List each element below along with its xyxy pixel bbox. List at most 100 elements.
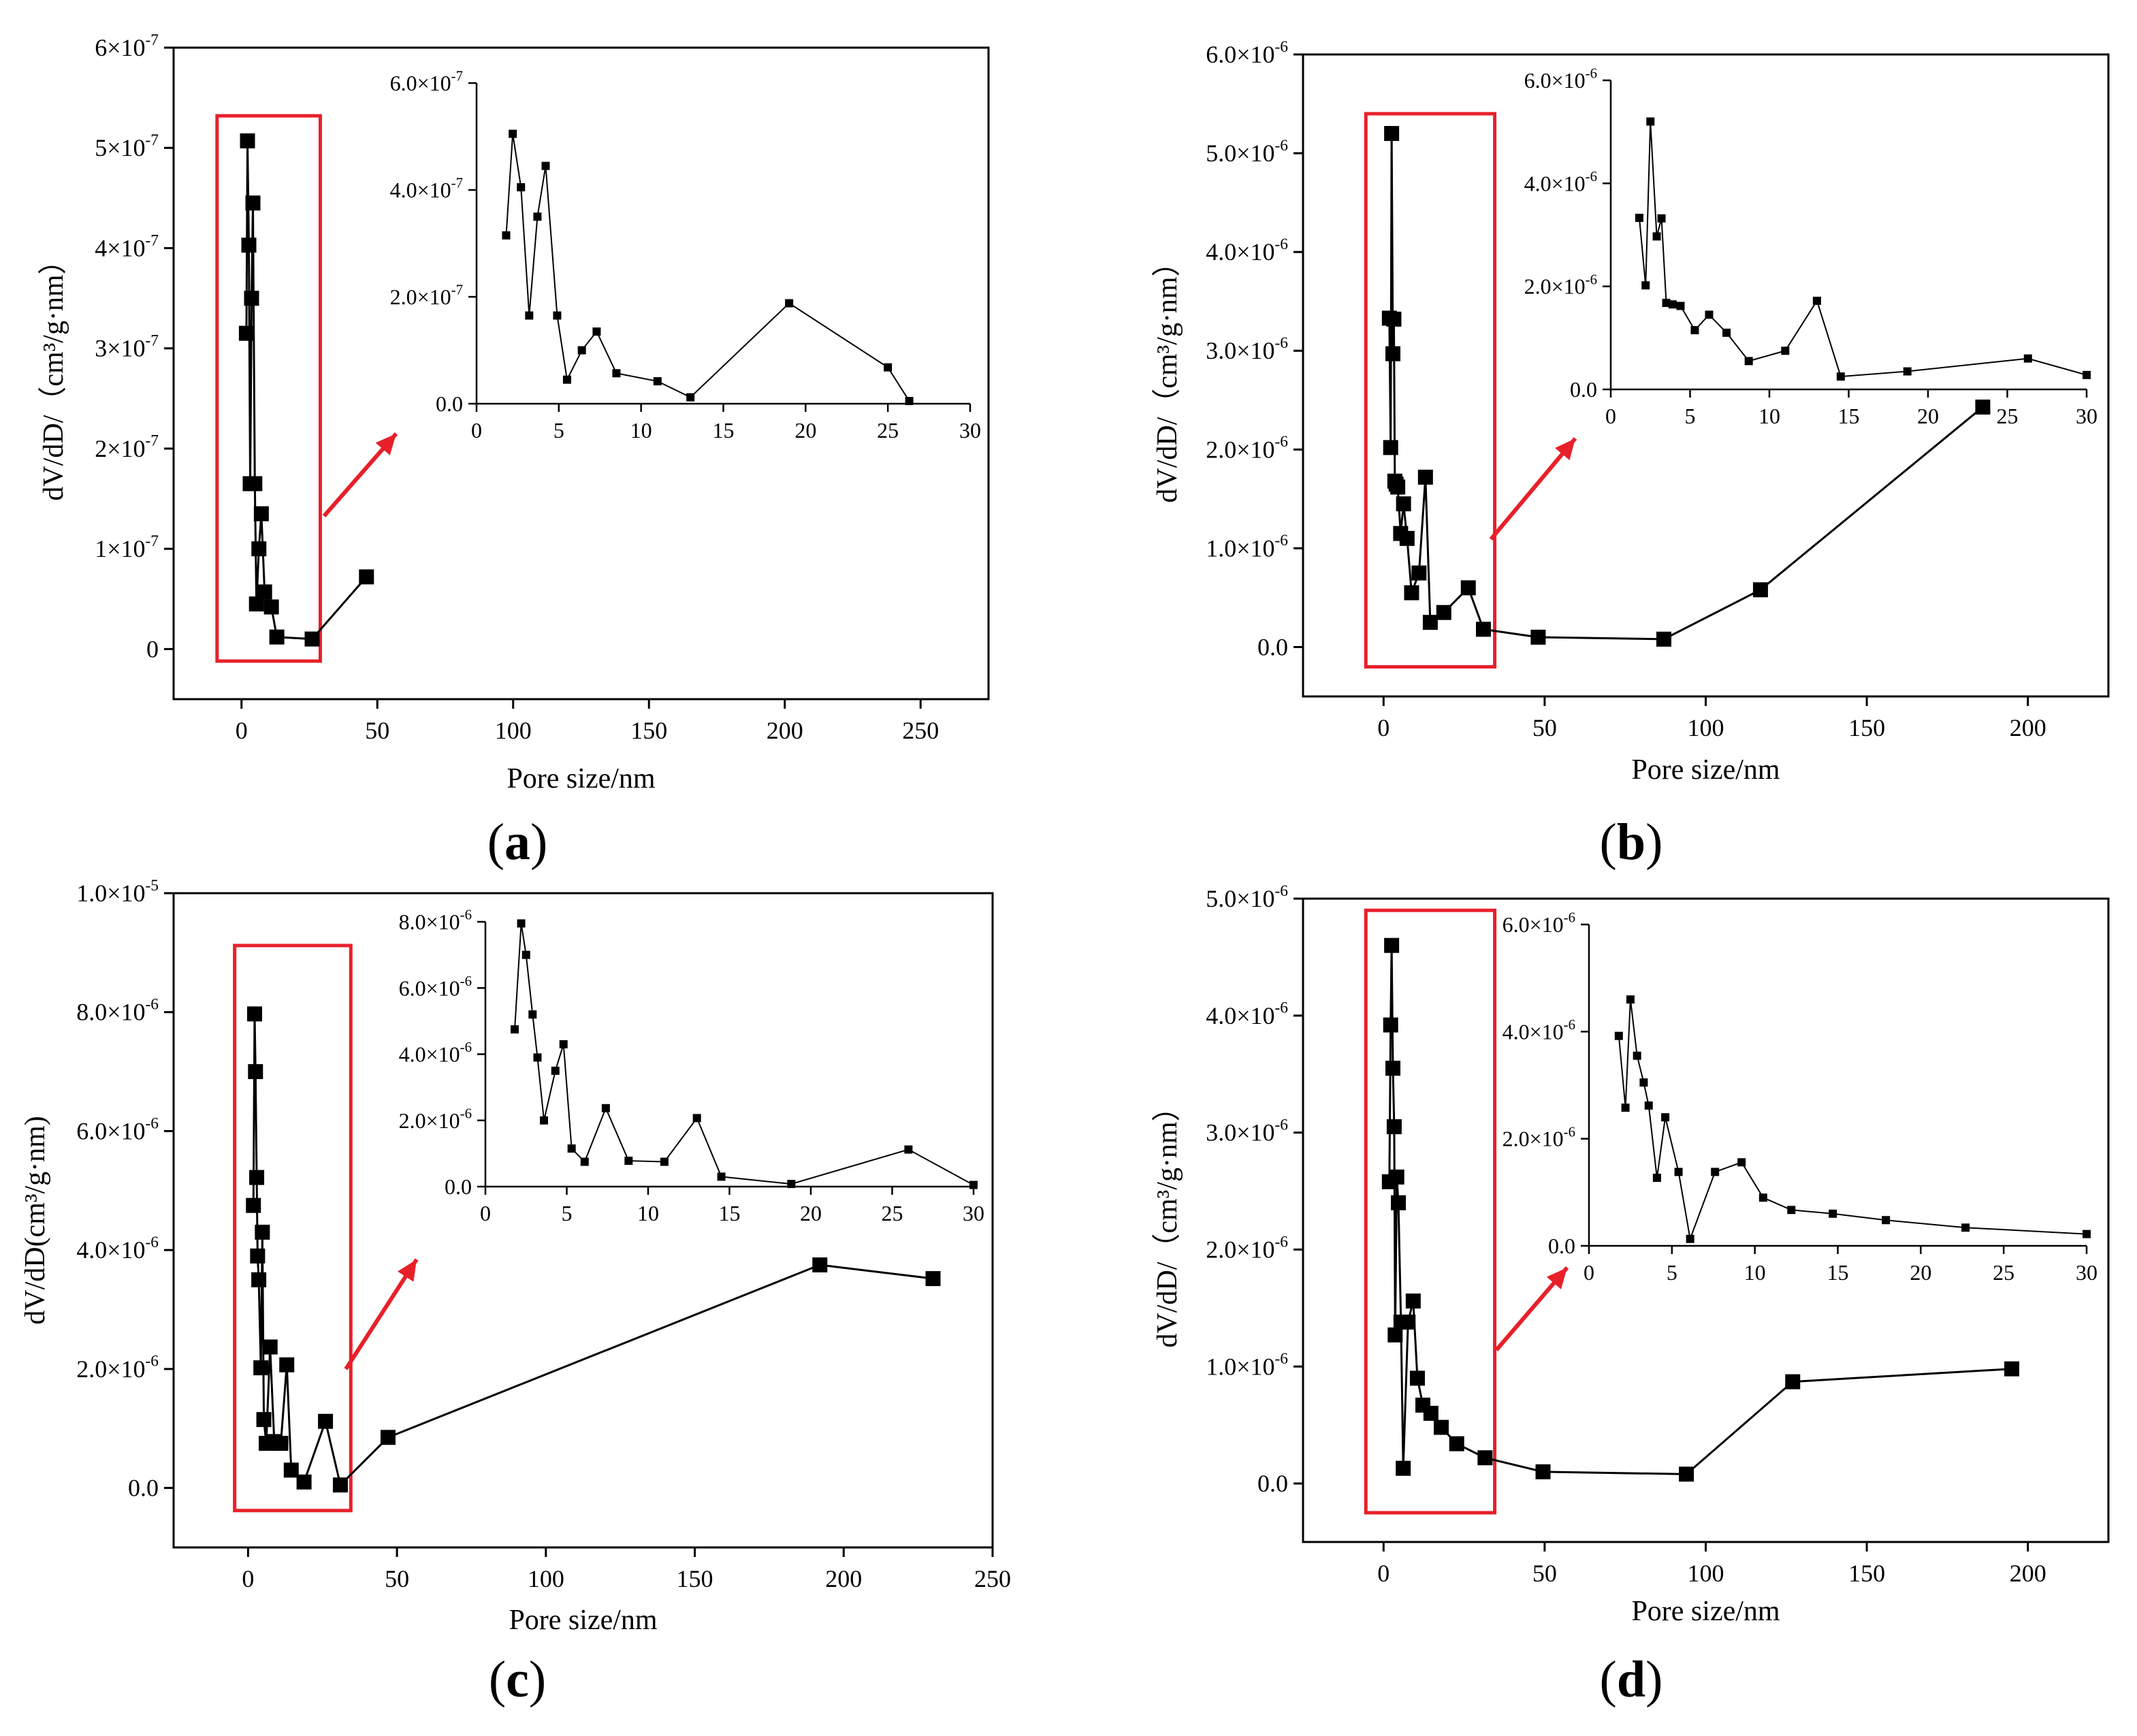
data-point [241,238,257,253]
inset-data-point [1614,1031,1623,1040]
inset-x-tick-label: 25 [877,418,899,443]
y-tick-label: 3×10-7 [95,332,159,361]
data-point [1411,565,1427,581]
inset-data-point [521,950,530,959]
data-point [251,541,267,557]
plot-frame [172,892,994,1549]
inset-data-point [541,161,550,170]
data-point [1785,1374,1801,1389]
x-tick-label: 0 [1377,1560,1389,1587]
inset-data-point [1657,214,1666,223]
data-point [812,1257,828,1273]
inset-data-point [1646,117,1655,126]
x-tick-label: 200 [825,1565,862,1592]
data-point [1409,1370,1425,1386]
data-point [2004,1361,2020,1377]
plot-frame [1302,897,2110,1543]
series-line [1388,945,2012,1475]
inset-data-point [1626,995,1635,1004]
inset-data-point [592,327,601,336]
data-point [257,584,272,600]
y-tick-label: 2.0×10-6 [1206,433,1288,463]
y-tick-label: 0.0 [1257,1470,1288,1497]
inset-data-point [660,1157,669,1166]
inset-series-line [505,133,910,402]
inset-data-point [1674,1168,1683,1176]
y-tick-label: 1.0×10-5 [76,877,159,907]
inset-x-tick-label: 20 [800,1201,822,1225]
inset-data-point [624,1157,633,1166]
data-point [246,1006,262,1022]
data-point [1475,622,1491,637]
inset-data-point [787,1180,796,1189]
data-point [1975,399,1991,415]
data-point [248,596,264,612]
y-tick-label: 4.0×10-6 [1206,236,1288,266]
series-line [252,1014,933,1488]
inset-data-point [511,1025,519,1034]
data-point [1385,346,1401,361]
inset-x-tick-label: 15 [1838,404,1860,428]
inset-data-point [785,299,794,308]
x-tick-label: 250 [974,1565,1011,1592]
data-point [1383,1017,1398,1033]
inset-chart: 0 5 10 15 20 25 30 0.0 2.0×10-6 4.0×10-6 6.0×10-6 [1524,66,2098,428]
x-axis-label: Pore size/nm [509,1605,657,1636]
inset-data-point [533,212,542,221]
inset-data-point [1662,298,1671,307]
inset-x-tick-label: 10 [637,1201,659,1225]
inset-data-point [1652,1174,1661,1183]
inset-x-tick-label: 5 [1685,404,1696,428]
inset-data-point [540,1116,549,1125]
inset-data-point [2023,354,2032,363]
y-tick-label: 5.0×10-6 [1206,137,1288,167]
data-point [304,631,320,647]
inset-x-tick-label: 10 [1758,404,1780,428]
x-axis-label: Pore size/nm [507,763,655,794]
data-point [1434,1419,1449,1435]
zoom-highlight-box [1364,112,1497,669]
inset-data-point [1661,1113,1670,1122]
inset-data-point [502,231,511,240]
plot-frame [172,46,990,701]
data-point [238,325,254,341]
inset-x-tick-label: 30 [2076,404,2098,428]
x-tick-label: 50 [1532,1560,1557,1587]
inset-series-line [514,923,974,1186]
inset-x-tick-label: 5 [1667,1260,1677,1285]
inset-data-point [692,1114,701,1123]
data-point [318,1413,334,1429]
inset-data-point [567,1144,576,1153]
inset-x-tick-label: 15 [713,418,735,443]
inset-x-tick-label: 0 [1605,404,1616,428]
inset-data-point [1787,1206,1796,1215]
inset-data-point [905,397,914,406]
x-tick-label: 100 [1688,1560,1724,1587]
x-tick-label: 150 [1848,1560,1885,1587]
x-tick-label: 150 [677,1565,713,1592]
inset-data-point [717,1172,726,1181]
data-point [1656,631,1671,647]
data-point [269,629,285,645]
inset-data-point [1644,1101,1653,1110]
panel-c: 0 50 100 150 200 2500.02.0×10-64.0×10-66.0×10… [20,877,1011,1708]
y-axis-label: dV/dD/（cm³/g·nm） [1152,248,1183,502]
data-point [1386,1119,1402,1135]
inset-data-point [904,1145,913,1154]
data-point [1423,1406,1439,1421]
inset-chart: 0 5 10 15 20 25 30 0.0 2.0×10-6 4.0×10-6 6.0×10-6 8… [399,907,984,1225]
data-point [244,291,259,306]
data-point [380,1430,396,1445]
data-point [1396,1460,1411,1476]
inset-x-tick-label: 0 [480,1201,491,1225]
y-tick-label: 0.0 [128,1475,159,1502]
x-tick-label: 150 [630,717,667,744]
data-point [246,1197,261,1213]
data-point [255,1224,270,1240]
x-tick-label: 200 [767,717,803,744]
panel-label: (a) [487,814,548,871]
data-point [1387,1327,1403,1343]
x-tick-label: 50 [1532,714,1557,741]
y-tick-label: 0 [146,635,159,662]
